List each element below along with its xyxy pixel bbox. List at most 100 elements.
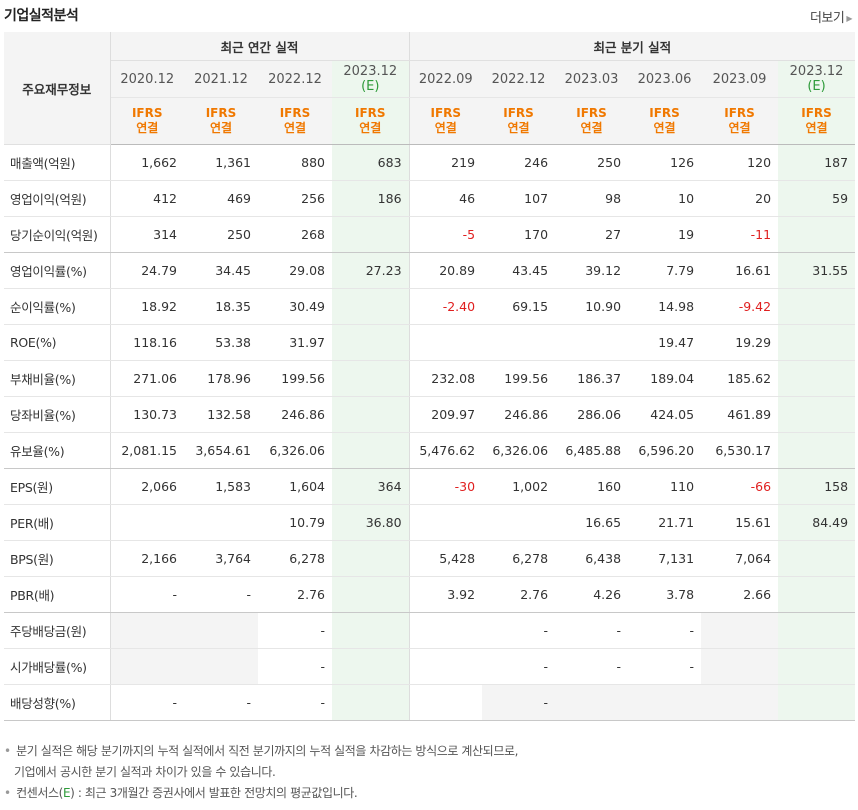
value-cell: 27 xyxy=(555,216,629,253)
value-cell xyxy=(332,216,410,253)
value-cell: 1,361 xyxy=(184,144,258,181)
table-row: 주당배당금(원) - - - - xyxy=(4,612,856,649)
value-cell: 186.37 xyxy=(555,360,629,397)
value-cell: 178.96 xyxy=(184,360,258,397)
value-cell xyxy=(332,396,410,433)
period-header: 2023.03 xyxy=(555,60,629,98)
table-row: BPS(원) 2,166 3,764 6,278 5,428 6,278 6,438 7,13… xyxy=(4,540,856,577)
value-cell: - xyxy=(110,576,184,613)
value-cell xyxy=(778,648,856,685)
value-cell xyxy=(701,612,779,649)
period-header: 2022.12 xyxy=(482,60,556,98)
value-cell: 29.08 xyxy=(258,252,332,289)
value-cell: 59 xyxy=(778,180,856,217)
accounting-standard: IFRS 연결 xyxy=(778,97,856,145)
row-label: EPS(원) xyxy=(4,468,111,505)
value-cell: 98 xyxy=(555,180,629,217)
value-cell: - xyxy=(184,684,258,721)
value-cell xyxy=(332,324,410,361)
value-cell: - xyxy=(555,648,629,685)
value-cell: - xyxy=(258,612,332,649)
value-cell: 2,066 xyxy=(110,468,184,505)
value-cell: 16.61 xyxy=(701,252,779,289)
table-row: 당좌비율(%) 130.73 132.58 246.86 209.97 246.86 286… xyxy=(4,396,856,433)
value-cell: 2,166 xyxy=(110,540,184,577)
value-cell: 3.92 xyxy=(409,576,483,613)
value-cell xyxy=(778,324,856,361)
value-cell: 7,131 xyxy=(628,540,702,577)
value-cell: 189.04 xyxy=(628,360,702,397)
value-cell: 3.78 xyxy=(628,576,702,613)
value-cell xyxy=(778,612,856,649)
value-cell: 7,064 xyxy=(701,540,779,577)
value-cell: - xyxy=(258,648,332,685)
value-cell xyxy=(701,684,779,721)
period-header: 2021.12 xyxy=(184,60,258,98)
value-cell: 158 xyxy=(778,468,856,505)
value-cell: 250 xyxy=(184,216,258,253)
value-cell: 3,764 xyxy=(184,540,258,577)
value-cell: 14.98 xyxy=(628,288,702,325)
footnote-quarterly: • 분기 실적은 해당 분기까지의 누적 실적에서 직전 분기까지의 누적 실적… xyxy=(4,744,519,758)
value-cell xyxy=(778,396,856,433)
value-cell: - xyxy=(110,684,184,721)
value-cell: -11 xyxy=(701,216,779,253)
accounting-standard: IFRS 연결 xyxy=(110,97,184,145)
value-cell: 461.89 xyxy=(701,396,779,433)
value-cell: 10.79 xyxy=(258,504,332,541)
value-cell: 160 xyxy=(555,468,629,505)
period-header: 2022.12 xyxy=(258,60,332,98)
value-cell: 118.16 xyxy=(110,324,184,361)
table-row: 유보율(%) 2,081.15 3,654.61 6,326.06 5,476.62 6,… xyxy=(4,432,856,469)
value-cell: 364 xyxy=(332,468,410,505)
accounting-standard: IFRS 연결 xyxy=(555,97,629,145)
value-cell: 43.45 xyxy=(482,252,556,289)
value-cell xyxy=(628,684,702,721)
table-row: 당기순이익(억원) 314 250 268 -5 170 27 19 -11 xyxy=(4,216,856,253)
value-cell: 20 xyxy=(701,180,779,217)
row-label: 당좌비율(%) xyxy=(4,396,111,433)
value-cell: 5,476.62 xyxy=(409,432,483,469)
value-cell: 15.61 xyxy=(701,504,779,541)
row-label: 배당성향(%) xyxy=(4,684,111,721)
value-cell xyxy=(778,360,856,397)
footnote-quarterly-cont: 기업에서 공시한 분기 실적과 차이가 있을 수 있습니다. xyxy=(14,765,276,779)
value-cell xyxy=(409,684,483,721)
row-label: 영업이익률(%) xyxy=(4,252,111,289)
more-label: 더보기 xyxy=(809,11,845,26)
value-cell xyxy=(482,504,556,541)
value-cell xyxy=(332,360,410,397)
value-cell xyxy=(332,612,410,649)
value-cell xyxy=(332,540,410,577)
row-label: 영업이익(억원) xyxy=(4,180,111,217)
period-header: 2022.09 xyxy=(409,60,483,98)
value-cell xyxy=(332,576,410,613)
value-cell xyxy=(110,612,184,649)
value-cell: 6,278 xyxy=(482,540,556,577)
value-cell: -5 xyxy=(409,216,483,253)
value-cell: 69.15 xyxy=(482,288,556,325)
value-cell: 18.35 xyxy=(184,288,258,325)
value-cell: 6,485.88 xyxy=(555,432,629,469)
value-cell: 424.05 xyxy=(628,396,702,433)
table-row: 부채비율(%) 271.06 178.96 199.56 232.08 199.56 186… xyxy=(4,360,856,397)
row-label: 부채비율(%) xyxy=(4,360,111,397)
value-cell: 6,278 xyxy=(258,540,332,577)
value-cell: 1,002 xyxy=(482,468,556,505)
table-row: 영업이익(억원) 412 469 256 186 46 107 98 10 20 59 xyxy=(4,180,856,217)
row-label: 유보율(%) xyxy=(4,432,111,469)
value-cell: 19.47 xyxy=(628,324,702,361)
value-cell: - xyxy=(628,648,702,685)
table-row: ROE(%) 118.16 53.38 31.97 19.47 19.29 xyxy=(4,324,856,361)
value-cell: 412 xyxy=(110,180,184,217)
value-cell: 107 xyxy=(482,180,556,217)
table-row: PER(배) 10.79 36.80 16.65 21.71 15.61 84.49 xyxy=(4,504,856,541)
value-cell: 6,530.17 xyxy=(701,432,779,469)
value-cell: -30 xyxy=(409,468,483,505)
value-cell xyxy=(701,648,779,685)
value-cell: 268 xyxy=(258,216,332,253)
row-label: BPS(원) xyxy=(4,540,111,577)
more-link[interactable]: 더보기 ▶ xyxy=(809,7,853,26)
value-cell: 232.08 xyxy=(409,360,483,397)
accounting-standard: IFRS 연결 xyxy=(482,97,556,145)
